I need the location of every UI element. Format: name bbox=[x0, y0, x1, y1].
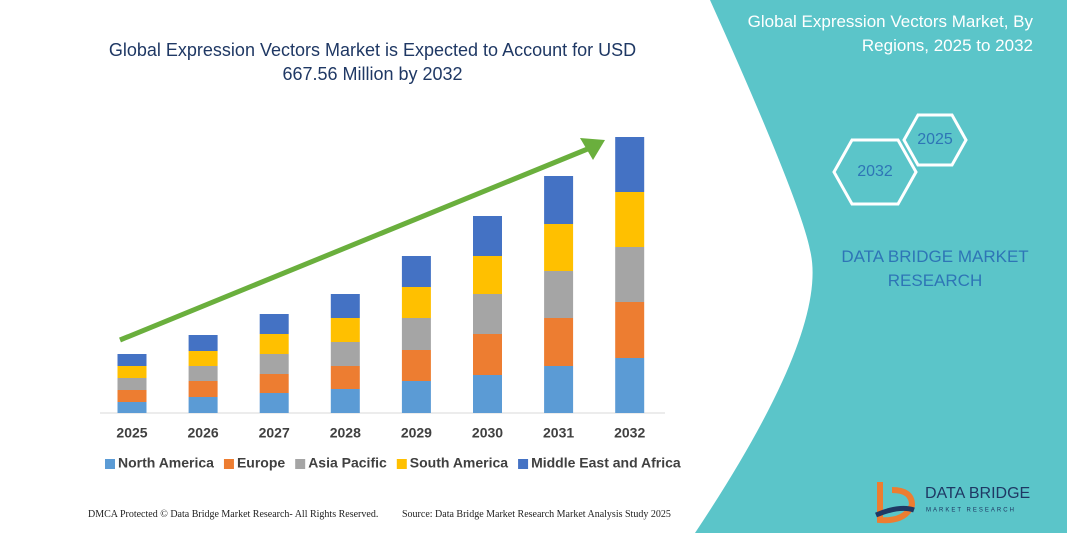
bar-segment bbox=[473, 294, 502, 334]
legend-swatch bbox=[223, 459, 234, 469]
legend-label: North America bbox=[118, 455, 214, 471]
legend-label: Asia Pacific bbox=[308, 455, 387, 471]
bar-segment bbox=[188, 351, 218, 366]
hexagon bbox=[832, 138, 918, 206]
x-tick-label: 2030 bbox=[472, 425, 503, 441]
x-tick-label: 2031 bbox=[543, 425, 574, 441]
bar-segment bbox=[473, 375, 502, 413]
bar-segment bbox=[473, 216, 502, 256]
brand-text: DATA BRIDGE MARKET RESEARCH bbox=[841, 247, 1029, 290]
bar-segment bbox=[401, 287, 431, 318]
bar-segment bbox=[473, 334, 502, 375]
x-tick-label: 2028 bbox=[330, 425, 361, 441]
hexagon bbox=[902, 113, 968, 167]
bar-segment bbox=[330, 389, 360, 413]
legend-swatch bbox=[105, 459, 115, 469]
logo-tagline: MARKET RESEARCH bbox=[926, 508, 1016, 514]
legend-label: Middle East and Africa bbox=[531, 455, 681, 471]
side-panel bbox=[695, 0, 1067, 533]
bar-segment bbox=[544, 224, 574, 271]
bar-segment bbox=[259, 314, 289, 334]
hexagon-label: 2032 bbox=[857, 163, 893, 180]
arrow-head bbox=[580, 138, 605, 160]
bar-segment bbox=[401, 350, 431, 381]
bar-segment bbox=[259, 334, 289, 354]
footer-right: Source: Data Bridge Market Research Mark… bbox=[402, 509, 671, 520]
bar-segment bbox=[473, 256, 502, 294]
x-tick-label: 2025 bbox=[116, 425, 147, 441]
chart-title: Global Expression Vectors Market is Expe… bbox=[108, 40, 637, 84]
bar-segment bbox=[544, 318, 574, 366]
bar-segment bbox=[401, 381, 431, 413]
bar-segment bbox=[615, 302, 645, 358]
bar-segment bbox=[544, 271, 574, 318]
legend-swatch bbox=[518, 459, 529, 469]
bar-segment bbox=[188, 335, 218, 351]
bar-segment bbox=[615, 137, 645, 192]
bar-segment bbox=[188, 397, 218, 413]
logo-name: DATA BRIDGE bbox=[925, 485, 1030, 502]
hexagon-label: 2025 bbox=[917, 131, 953, 148]
footer-left: DMCA Protected © Data Bridge Market Rese… bbox=[88, 509, 379, 520]
legend-swatch bbox=[396, 459, 407, 469]
panel-title: Global Expression Vectors Market, By Reg… bbox=[747, 12, 1033, 55]
bar-segment bbox=[188, 381, 218, 397]
bar-segment bbox=[259, 354, 289, 374]
bar-segment bbox=[117, 378, 147, 390]
trend-arrow bbox=[119, 145, 591, 343]
bar-segment bbox=[544, 366, 574, 413]
bar-segment bbox=[117, 354, 147, 366]
logo-icon bbox=[875, 482, 916, 524]
bar-segment bbox=[330, 366, 360, 389]
bar-segment bbox=[544, 176, 574, 224]
bar-segment bbox=[330, 294, 360, 318]
bar-segment bbox=[401, 318, 431, 350]
bar-segment bbox=[330, 342, 360, 366]
bar-segment bbox=[615, 358, 645, 413]
legend-label: South America bbox=[410, 455, 508, 471]
x-tick-label: 2027 bbox=[259, 425, 290, 441]
bar-segment bbox=[330, 318, 360, 342]
bar-segment bbox=[188, 366, 218, 381]
legend-label: Europe bbox=[237, 455, 285, 471]
legend-swatch bbox=[295, 459, 306, 469]
bar-segment bbox=[117, 390, 147, 402]
bar-segment bbox=[117, 366, 147, 378]
x-tick-label: 2029 bbox=[401, 425, 432, 441]
bar-segment bbox=[401, 256, 431, 287]
bar-segment bbox=[259, 393, 289, 413]
x-tick-label: 2032 bbox=[614, 425, 645, 441]
bar-segment bbox=[117, 402, 147, 413]
x-tick-label: 2026 bbox=[188, 425, 219, 441]
bar-segment bbox=[615, 192, 645, 247]
bar-segment bbox=[259, 374, 289, 393]
bar-segment bbox=[615, 247, 645, 302]
